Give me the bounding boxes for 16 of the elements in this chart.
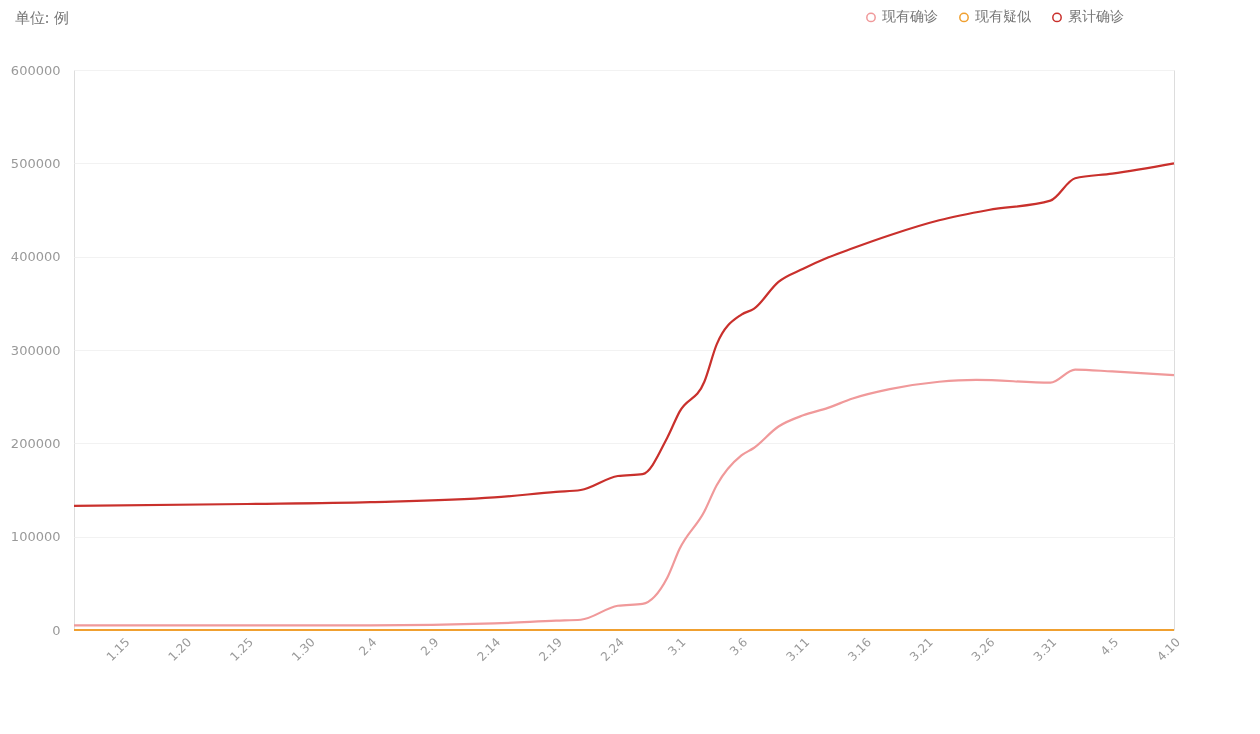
x-tick-label: 2.9 [418, 635, 442, 659]
y-tick-label: 100000 [10, 529, 61, 545]
x-tick-label: 3.1 [665, 635, 689, 659]
legend-label: 现有疑似 [975, 8, 1031, 25]
legend-label: 累计确诊 [1068, 8, 1124, 25]
x-tick-label: 2.4 [356, 635, 380, 659]
y-tick-label: 500000 [10, 155, 61, 171]
x-tick-label: 4.5 [1097, 635, 1122, 659]
y-tick-label: 400000 [10, 249, 61, 265]
y-tick-label: 0 [52, 622, 61, 638]
y-tick-label: 200000 [10, 435, 61, 451]
y-axis-title: 单位: 例 [14, 8, 70, 27]
y-tick-label: 600000 [10, 62, 61, 78]
y-tick-label: 300000 [10, 342, 61, 358]
x-tick-label: 3.6 [727, 635, 751, 659]
legend-label: 现有确诊 [882, 8, 938, 25]
